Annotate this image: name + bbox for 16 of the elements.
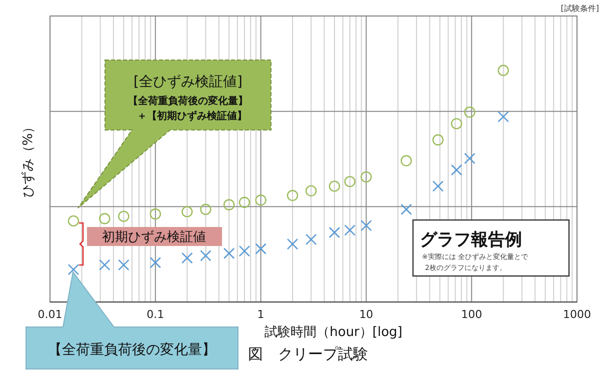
x-tick-label: 0.01	[38, 308, 62, 321]
annotation: [全ひずみ検証値]	[134, 74, 242, 90]
annotation: ＋【初期ひずみ検証値】	[137, 110, 247, 122]
annotation: グラフ報告例	[420, 230, 522, 250]
text: [試験条件]	[560, 4, 599, 13]
y-axis-title: ひずみ（%）	[21, 120, 36, 198]
x-tick-label: 0.1	[146, 308, 164, 321]
annotation: 初期ひずみ検証値	[102, 230, 206, 245]
text: 【全荷重負荷後の変化量】	[48, 342, 216, 358]
x-tick-label: 100	[461, 308, 482, 321]
annotation: 【全荷重負荷後の変化量】	[128, 95, 248, 107]
x-tick-label: 10	[359, 308, 374, 321]
x-axis-title: 試験時間（hour）[log]	[264, 325, 402, 340]
x-tick-label: 1000	[563, 308, 591, 321]
x-tick-label: 1	[257, 308, 264, 321]
text: 図 クリープ試験	[248, 345, 368, 363]
